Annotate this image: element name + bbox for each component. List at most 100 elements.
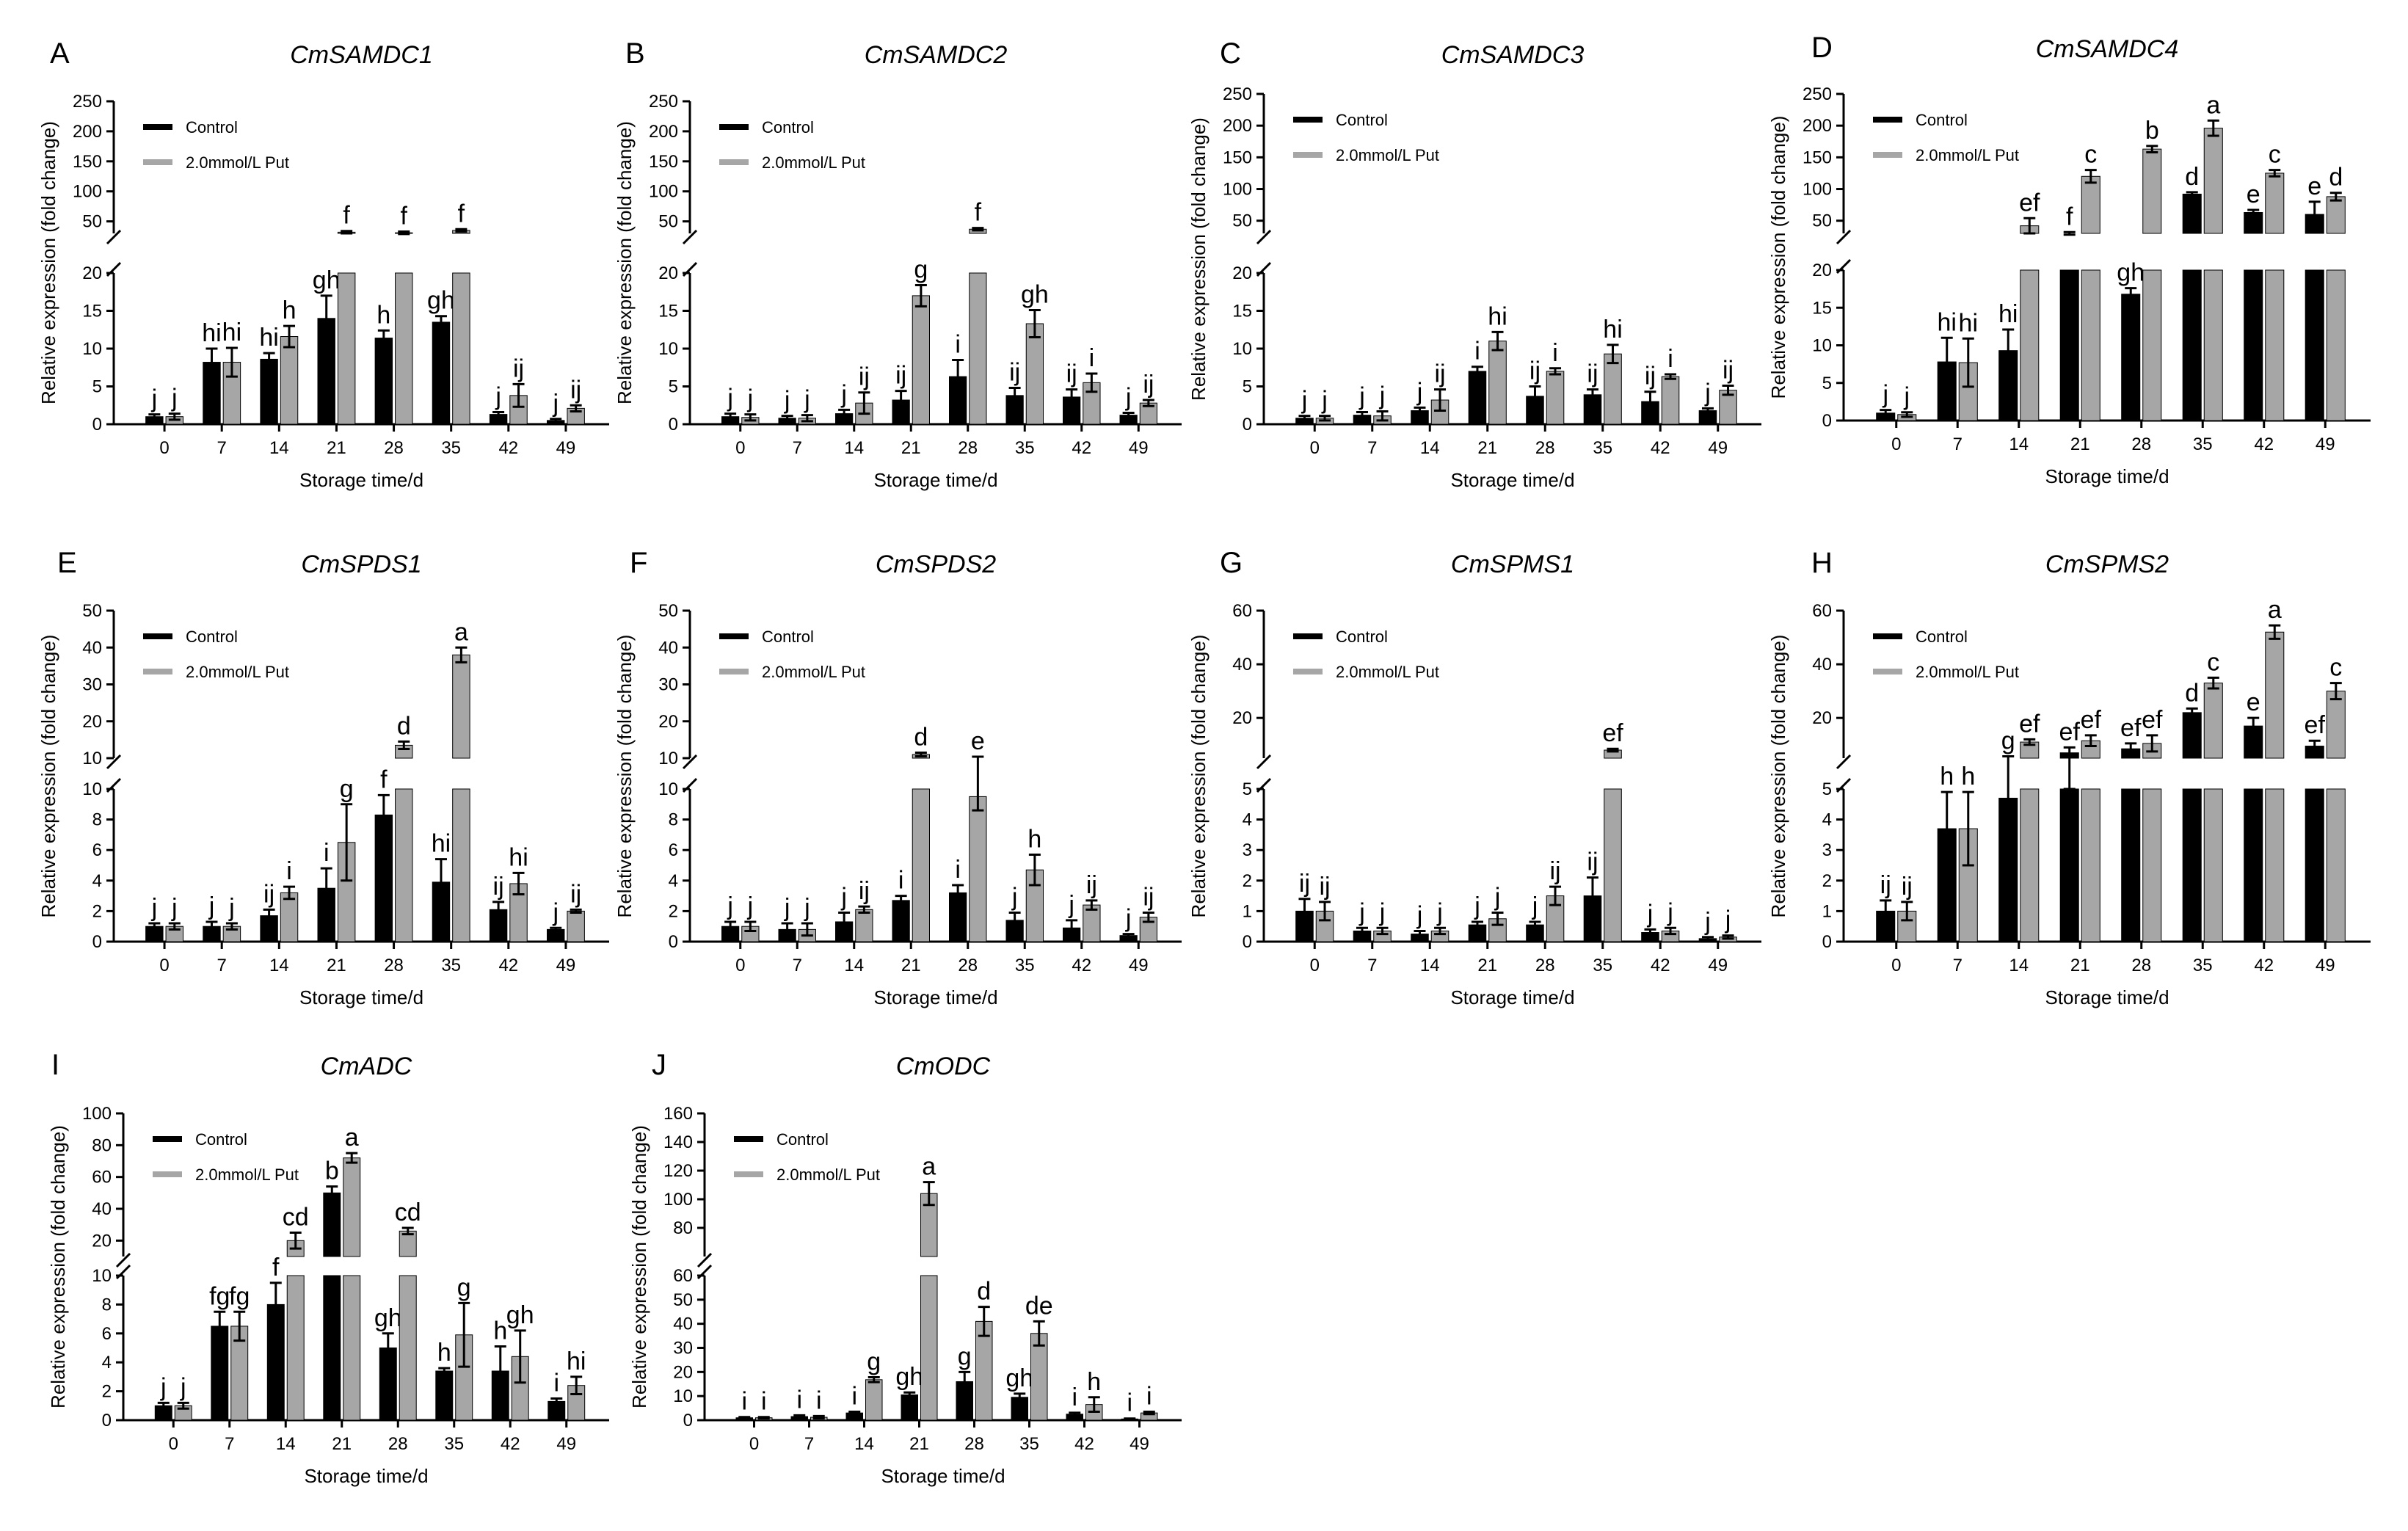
bar-put [343,1275,361,1421]
bar-put [2081,175,2100,234]
x-tick-label: 35 [444,1434,464,1454]
y-tick-label: 0 [92,415,102,434]
x-tick-label: 21 [2070,956,2090,975]
y-tick-label: 100 [649,182,678,202]
x-tick-label: 21 [901,438,921,458]
y-tick-label: 0 [102,1411,112,1430]
y-axis-title: Relative expression (fold change) [1187,635,1210,918]
significance-label: j [784,387,790,415]
significance-label: hi [222,319,241,346]
panel-b: B CmSAMDC2 0 5 10 15 20 50 100 150 200 250 Relative … [614,37,1182,491]
y-tick-label: 5 [1243,377,1252,397]
axis-break-mark [682,229,698,245]
x-axis-title: Storage time/d [2045,986,2169,1008]
significance-label: hi [1937,308,1956,336]
x-tick-label: 35 [1015,956,1035,975]
x-tick-label: 7 [793,956,802,975]
bar-control [892,900,910,942]
significance-label: ij [895,362,906,390]
significance-label: i [1146,1383,1152,1411]
y-tick-label: 6 [102,1324,112,1344]
significance-label: j [1725,906,1731,934]
bar-put [2020,788,2040,942]
significance-label: i [1552,339,1558,367]
significance-label: g [340,775,354,803]
x-axis-title: Storage time/d [299,986,423,1008]
significance-label: e [2247,181,2260,208]
x-tick-label: 28 [2131,434,2151,454]
significance-label: ij [570,880,581,908]
significance-label: ef [2059,718,2081,746]
panel-letter: J [652,1049,666,1081]
significance-label: g [867,1348,881,1376]
bar-put [567,910,585,942]
y-tick-label: 200 [1803,116,1832,136]
y-tick-label: 10 [92,1266,112,1286]
x-tick-label: 35 [441,956,461,975]
bar-put [1604,353,1622,425]
x-tick-label: 42 [2254,956,2274,975]
y-tick-label: 60 [1812,601,1832,621]
y-tick-label: 140 [663,1132,693,1152]
bar-control [323,1275,341,1421]
panel-letter: G [1220,547,1243,579]
x-tick-label: 7 [1953,434,1963,454]
bar-control [2059,269,2079,421]
y-tick-label: 120 [663,1161,693,1181]
y-tick-label: 40 [1232,655,1252,674]
x-tick-label: 7 [1953,956,1963,975]
axis-break-mark [106,229,122,245]
x-tick-label: 21 [332,1434,352,1454]
legend-label: Control [1916,628,1968,646]
significance-label: h [1961,763,1975,790]
y-tick-label: 20 [82,712,102,732]
x-tick-label: 28 [1535,956,1555,975]
x-tick-label: 0 [749,1434,759,1454]
significance-label: ij [859,877,870,905]
significance-label: ij [1587,848,1598,876]
bar-put [2326,691,2346,759]
bar-put [912,788,930,942]
bar-put [1604,788,1622,942]
bar-put [2020,269,2040,421]
significance-label: ef [2019,710,2040,738]
significance-label: h [1027,825,1041,853]
y-tick-label: 6 [669,840,678,860]
significance-label: ij [1086,871,1097,899]
bar-control [2244,269,2263,421]
y-tick-label: 10 [82,339,102,359]
significance-label: e [2247,688,2260,716]
y-tick-label: 10 [673,1386,693,1406]
y-tick-label: 3 [1822,840,1832,860]
y-tick-label: 3 [1243,840,1252,860]
bar-put [2203,683,2223,759]
x-tick-label: 49 [2316,956,2335,975]
x-tick-label: 49 [1129,956,1149,975]
significance-label: gh [2117,259,2145,287]
legend-label: 2.0mmol/L Put [1916,146,2019,164]
significance-label: i [955,856,961,884]
x-tick-label: 14 [276,1434,296,1454]
x-axis-title: Storage time/d [2045,465,2169,487]
significance-label: j [151,385,158,413]
x-tick-label: 28 [388,1434,408,1454]
x-tick-label: 0 [1891,956,1901,975]
bar-control [2182,788,2202,942]
significance-label: ij [1645,363,1656,390]
bar-put [1488,341,1507,425]
bar-control [2244,788,2263,942]
bar-put [1661,376,1680,425]
significance-label: g [914,255,928,283]
significance-label: a [922,1153,936,1181]
significance-label: ef [1602,719,1623,747]
x-tick-label: 49 [1130,1434,1149,1454]
bar-put [2326,196,2346,234]
significance-label: f [401,203,408,230]
significance-label: h [283,297,297,324]
significance-label: ij [1143,371,1154,399]
panel-letter: F [630,547,647,579]
x-axis-title: Storage time/d [881,1465,1005,1487]
significance-label: j [804,386,810,414]
x-tick-label: 14 [269,956,289,975]
